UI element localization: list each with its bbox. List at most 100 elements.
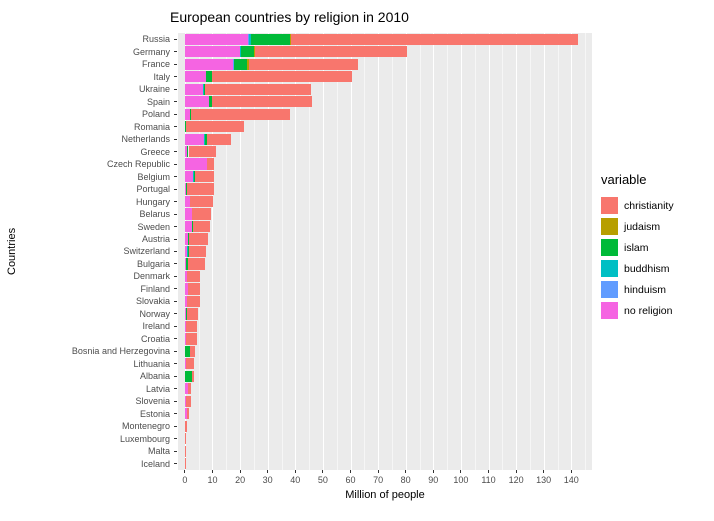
legend-label: no religion: [624, 304, 673, 317]
y-tick-mark: [174, 51, 177, 53]
chart-title: European countries by religion in 2010: [170, 9, 409, 25]
gridline-major: [460, 33, 462, 470]
bar-segment-christianity: [186, 308, 199, 320]
bar-romania: [178, 121, 592, 133]
bar-segment-no-religion: [184, 295, 188, 308]
bar-segment-islam: [187, 245, 189, 258]
y-tick-label: Belgium: [137, 171, 170, 182]
y-tick-label: Estonia: [139, 408, 170, 419]
legend-item-buddhism: buddhism: [601, 259, 674, 278]
y-tick-label: Belarus: [139, 209, 170, 220]
legend-label: islam: [624, 241, 649, 254]
bar-segment-no-religion: [184, 320, 186, 333]
bar-belgium: [178, 170, 592, 183]
bar-segment-no-religion: [184, 46, 240, 58]
bar-segment-christianity: [188, 145, 217, 158]
bar-slovakia: [178, 295, 592, 308]
legend-label: buddhism: [624, 262, 670, 275]
bar-ukraine: [178, 83, 592, 95]
x-tick-mark: [405, 470, 407, 473]
bar-bulgaria: [178, 258, 592, 270]
legend-item-islam: islam: [601, 238, 674, 257]
gridline-major: [433, 33, 435, 470]
y-tick-mark: [174, 176, 177, 178]
legend-swatch-buddhism: [601, 260, 618, 277]
bar-ireland: [178, 320, 592, 333]
gridline-minor: [585, 33, 587, 470]
gridline-minor: [281, 33, 283, 470]
y-tick-label: Luxembourg: [119, 433, 170, 444]
y-tick-label: Portugal: [136, 184, 170, 195]
bar-segment-no-religion: [184, 283, 188, 295]
x-tick-label: 80: [400, 475, 411, 485]
x-tick-label: 40: [290, 475, 301, 485]
bar-segment-christianity: [187, 283, 200, 295]
bar-albania: [178, 370, 592, 382]
bar-segment-christianity: [184, 458, 186, 470]
gridline-minor: [529, 33, 531, 470]
x-tick-label: 120: [508, 475, 524, 485]
bar-segment-islam: [186, 145, 189, 158]
legend-label: christianity: [624, 199, 674, 212]
bar-segment-no-religion: [184, 270, 187, 283]
bar-segment-no-religion: [184, 333, 186, 345]
gridline-minor: [447, 33, 449, 470]
y-tick-label: Ukraine: [138, 84, 170, 95]
y-tick-label: Austria: [141, 234, 170, 244]
legend-title: variable: [601, 172, 647, 187]
y-tick-mark: [174, 313, 177, 315]
bar-segment-christianity: [187, 270, 201, 283]
bar-segment-buddhism: [248, 33, 251, 45]
gridline-major: [516, 33, 518, 470]
bar-greece: [178, 145, 592, 158]
y-tick-mark: [174, 251, 177, 252]
bar-segment-christianity: [192, 208, 211, 220]
legend-label: judaism: [624, 220, 661, 233]
legend-item-judaism: judaism: [601, 217, 674, 236]
x-tick-mark: [211, 470, 213, 473]
bar-netherlands: [178, 133, 592, 145]
bar-segment-christianity: [184, 445, 187, 457]
bar-lithuania: [178, 358, 592, 370]
bar-iceland: [178, 458, 592, 470]
legend: variable christianity judaism islam buddhis…: [601, 172, 674, 322]
x-tick-label: 10: [207, 475, 218, 485]
bar-segment-islam: [186, 270, 188, 283]
y-tick-mark: [174, 188, 177, 190]
y-tick-label: Poland: [141, 109, 170, 120]
gridline-minor: [419, 33, 421, 470]
y-tick-mark: [174, 275, 177, 277]
gridline-minor: [474, 33, 476, 470]
bar-croatia: [178, 333, 592, 345]
bar-segment-christianity: [255, 46, 408, 58]
bar-segment-no-religion: [184, 158, 207, 170]
legend-swatch-no-religion: [601, 302, 618, 319]
bar-segment-christianity: [211, 96, 312, 108]
gridline-major: [488, 33, 490, 470]
bar-segment-christianity: [192, 370, 194, 382]
x-tick-label: 110: [481, 475, 496, 485]
bar-hungary: [178, 195, 592, 208]
gridline-minor: [253, 33, 255, 470]
bar-segment-no-religion: [184, 258, 186, 270]
bar-bosnia-and-herzegovina: [178, 345, 592, 357]
bar-segment-christianity: [207, 158, 214, 170]
bar-germany: [178, 46, 592, 58]
x-tick-label: 100: [453, 475, 469, 485]
bar-switzerland: [178, 245, 592, 258]
bar-segment-no-religion: [184, 308, 187, 320]
bar-segment-no-religion: [184, 208, 193, 220]
x-tick-label: 90: [428, 475, 439, 485]
legend-swatch-christianity: [601, 197, 618, 214]
bar-segment-christianity: [188, 258, 206, 270]
x-tick-mark: [432, 470, 434, 473]
y-tick-mark: [174, 338, 177, 340]
bar-segment-islam: [250, 33, 291, 45]
y-tick-label: Bulgaria: [136, 258, 170, 269]
gridline-major: [571, 33, 573, 470]
bar-segment-judaism: [254, 46, 255, 58]
bar-segment-christianity: [207, 133, 231, 145]
y-tick-mark: [174, 113, 177, 115]
y-tick-mark: [174, 151, 177, 153]
bar-segment-christianity: [185, 433, 187, 445]
